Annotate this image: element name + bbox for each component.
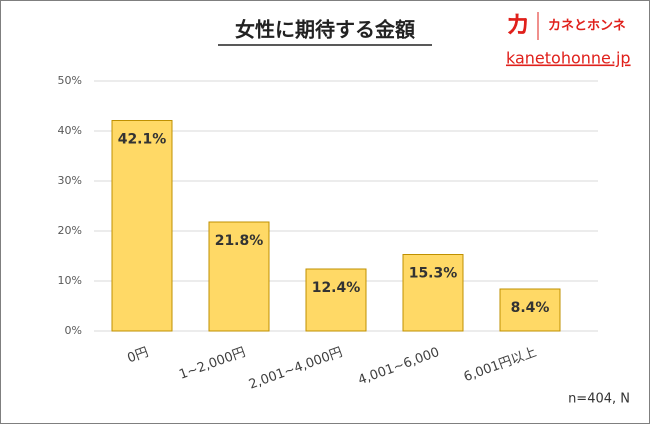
x-tick-label: 0円 <box>125 345 150 366</box>
y-tick-label: 50% <box>58 74 82 87</box>
note: n=404, N <box>568 392 630 407</box>
y-tick-label: 10% <box>58 274 82 287</box>
logo-mark: カ <box>506 11 530 39</box>
y-tick-label: 30% <box>58 174 82 187</box>
chart-title: 女性に期待する金額 <box>235 18 415 42</box>
value-label: 8.4% <box>511 300 550 316</box>
y-tick-label: 20% <box>58 224 82 237</box>
value-label: 21.8% <box>215 233 264 249</box>
logo-url: kanetohonne.jp <box>506 49 631 68</box>
bar <box>402 254 464 332</box>
logo-text: カネとホンネ <box>548 19 626 34</box>
bar <box>208 221 270 332</box>
bar <box>499 288 561 332</box>
y-tick-label: 40% <box>58 124 82 137</box>
bar <box>305 268 367 332</box>
bar <box>111 120 173 332</box>
value-label: 15.3% <box>409 266 458 282</box>
value-label: 42.1% <box>118 132 167 148</box>
value-label: 12.4% <box>312 280 361 296</box>
y-tick-label: 0% <box>65 324 82 337</box>
